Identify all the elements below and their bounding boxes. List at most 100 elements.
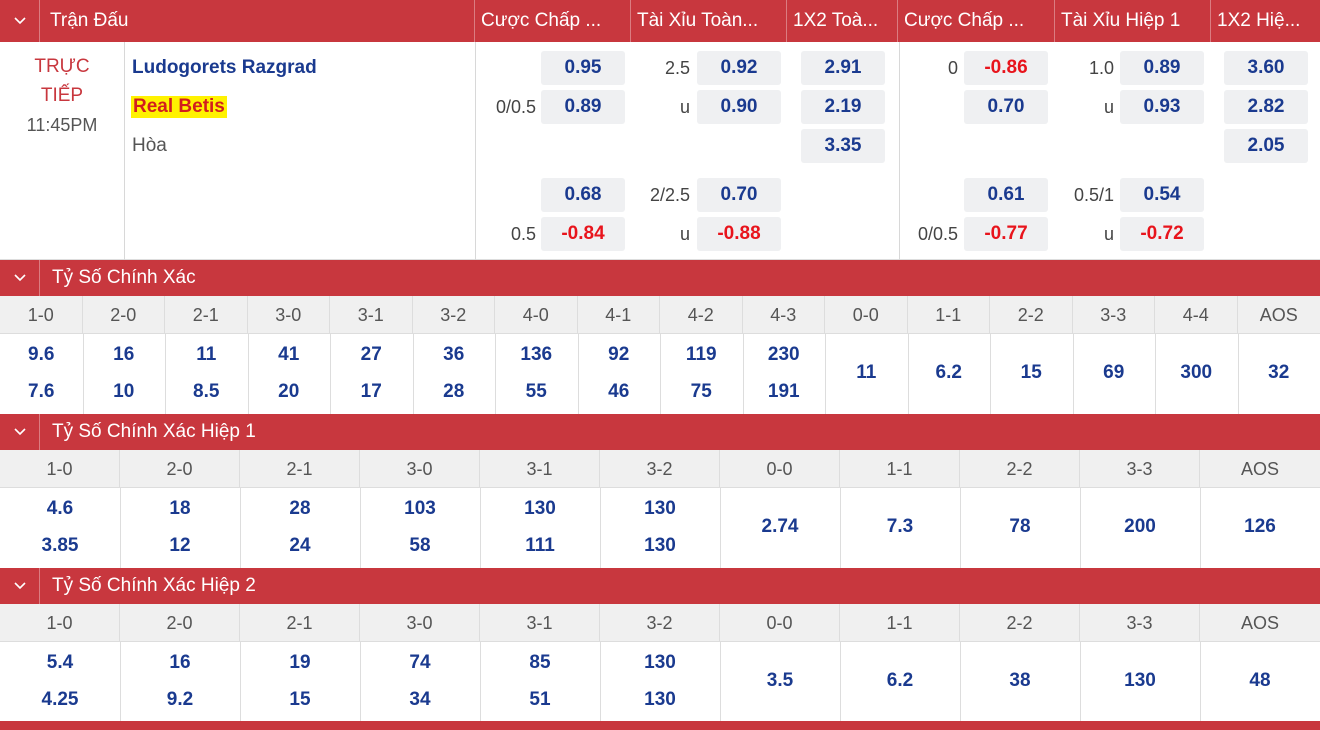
section-toggle[interactable]: [0, 568, 40, 604]
ft-handicap-away-odd-2[interactable]: -0.84: [541, 217, 625, 251]
score-odd-draw[interactable]: 130: [1124, 670, 1156, 691]
score-odd-away[interactable]: 3.85: [41, 535, 79, 556]
score-odd-home[interactable]: 130: [644, 498, 676, 519]
score-odd-away[interactable]: 130: [644, 689, 676, 710]
h1-1x2-draw[interactable]: 2.05: [1224, 129, 1308, 163]
score-odd-draw[interactable]: 3.5: [766, 670, 794, 691]
score-odd-draw[interactable]: 6.2: [886, 670, 914, 691]
score-odd-away[interactable]: 58: [409, 535, 431, 556]
section-toggle[interactable]: [0, 260, 40, 296]
col-h1-1x2[interactable]: 1X2 Hiệ...: [1217, 10, 1301, 31]
ft-under-odd-2[interactable]: -0.88: [697, 217, 781, 251]
collapse-chevron[interactable]: [0, 0, 40, 42]
score-odd-draw[interactable]: 32: [1268, 362, 1290, 383]
score-odd-away[interactable]: 191: [767, 381, 800, 402]
score-odd-draw[interactable]: 11: [856, 362, 877, 383]
ft-over-odd[interactable]: 0.92: [697, 51, 781, 85]
score-odd-away[interactable]: 7.6: [28, 381, 55, 402]
score-odd-home[interactable]: 36: [443, 344, 465, 365]
ft-handicap-home-odd[interactable]: 0.95: [541, 51, 625, 85]
col-ft-handicap[interactable]: Cược Chấp ...: [475, 0, 631, 42]
score-odd-home[interactable]: 9.6: [28, 344, 55, 365]
score-odd-draw[interactable]: 300: [1180, 362, 1213, 383]
ft-over-odd-2[interactable]: 0.70: [697, 178, 781, 212]
score-odd-draw[interactable]: 7.3: [886, 516, 914, 537]
section-correct-score[interactable]: Tỷ Số Chính Xác: [0, 260, 1320, 296]
score-odd-away[interactable]: 51: [529, 689, 551, 710]
home-team[interactable]: Ludogorets Razgrad: [132, 57, 317, 78]
ft-1x2-home[interactable]: 2.91: [801, 51, 885, 85]
score-odd-away[interactable]: 4.25: [41, 689, 79, 710]
score-odd-home[interactable]: 130: [524, 498, 556, 519]
score-odd-home[interactable]: 16: [169, 652, 191, 673]
score-odd-away[interactable]: 55: [525, 381, 547, 402]
h1-under-odd[interactable]: 0.93: [1120, 90, 1204, 124]
score-odd-home[interactable]: 103: [404, 498, 436, 519]
col-ft-overunder[interactable]: Tài Xỉu Toàn...: [631, 0, 787, 42]
ft-1x2-draw[interactable]: 3.35: [801, 129, 885, 163]
score-odd-draw[interactable]: 69: [1103, 362, 1125, 383]
score-odd-home[interactable]: 16: [113, 344, 135, 365]
score-odd-away[interactable]: 8.5: [193, 381, 220, 402]
section-correct-score-h1[interactable]: Tỷ Số Chính Xác Hiệp 1: [0, 414, 1320, 450]
score-odd-home[interactable]: 130: [644, 652, 676, 673]
col-h1-handicap[interactable]: Cược Chấp ...: [898, 0, 1055, 42]
score-odd-home[interactable]: 85: [529, 652, 551, 673]
score-odd-away[interactable]: 12: [169, 535, 191, 556]
score-odd-away[interactable]: 9.2: [166, 689, 194, 710]
h1-1x2-home[interactable]: 3.60: [1224, 51, 1308, 85]
h1-handicap-away-odd[interactable]: 0.70: [964, 90, 1048, 124]
score-odd-draw[interactable]: 200: [1124, 516, 1156, 537]
h1-under-odd-2[interactable]: -0.72: [1120, 217, 1204, 251]
score-odd-away[interactable]: 28: [443, 381, 465, 402]
h1-over-odd[interactable]: 0.89: [1120, 51, 1204, 85]
score-odd-away[interactable]: 111: [525, 535, 555, 556]
score-odd-away[interactable]: 15: [289, 689, 311, 710]
score-odd-away[interactable]: 130: [644, 535, 676, 556]
score-odd-draw[interactable]: 126: [1244, 516, 1276, 537]
score-odd-home[interactable]: 119: [685, 344, 717, 365]
ft-under-odd[interactable]: 0.90: [697, 90, 781, 124]
score-odd-away[interactable]: 34: [409, 689, 431, 710]
ft-1x2-away[interactable]: 2.19: [801, 90, 885, 124]
h1-1x2-away[interactable]: 2.82: [1224, 90, 1308, 124]
score-odd-draw[interactable]: 48: [1249, 670, 1271, 691]
score-odd-home[interactable]: 230: [767, 344, 800, 365]
score-label: 1-0: [0, 604, 120, 642]
score-odd-draw[interactable]: 2.74: [761, 516, 799, 537]
h1-under-label: u: [1103, 97, 1114, 117]
score-odd-away[interactable]: 20: [278, 381, 300, 402]
score-odd-away[interactable]: 24: [289, 535, 311, 556]
score-odd-away[interactable]: 46: [608, 381, 630, 402]
score-odd-home[interactable]: 18: [169, 498, 191, 519]
h1-over-odd-2[interactable]: 0.54: [1120, 178, 1204, 212]
score-odd-home[interactable]: 19: [289, 652, 311, 673]
score-odd-home[interactable]: 74: [409, 652, 431, 673]
score-odd-home[interactable]: 5.4: [46, 652, 74, 673]
score-odd-draw[interactable]: 38: [1009, 670, 1031, 691]
col-h1-overunder[interactable]: Tài Xỉu Hiệp 1: [1055, 0, 1211, 42]
score-odd-away[interactable]: 10: [113, 381, 135, 402]
h1-handicap-away-odd-2[interactable]: -0.77: [964, 217, 1048, 251]
section-correct-score-h2[interactable]: Tỷ Số Chính Xác Hiệp 2: [0, 568, 1320, 604]
away-team[interactable]: Real Betis: [131, 96, 227, 118]
score-odd-home[interactable]: 92: [608, 344, 630, 365]
score-odd-away[interactable]: 75: [690, 381, 712, 402]
score-odd-draw[interactable]: 78: [1009, 516, 1031, 537]
score-odd-home[interactable]: 11: [196, 344, 217, 365]
score-odd-home[interactable]: 27: [360, 344, 382, 365]
score-odd-home[interactable]: 41: [278, 344, 300, 365]
score-odd-home[interactable]: 4.6: [46, 498, 74, 519]
section-toggle[interactable]: [0, 414, 40, 450]
score-odd-draw[interactable]: 6.2: [935, 362, 962, 383]
score-odd-away[interactable]: 17: [360, 381, 382, 402]
score-odd-draw[interactable]: 15: [1020, 362, 1042, 383]
score-odd-home[interactable]: 136: [520, 344, 553, 365]
h1-handicap-home-odd[interactable]: -0.86: [964, 51, 1048, 85]
h1-handicap-home-odd-2[interactable]: 0.61: [964, 178, 1048, 212]
ft-handicap-away-odd[interactable]: 0.89: [541, 90, 625, 124]
ft-handicap-home-odd-2[interactable]: 0.68: [541, 178, 625, 212]
score-odd-home[interactable]: 28: [289, 498, 311, 519]
col-ft-1x2[interactable]: 1X2 Toà...: [787, 0, 898, 42]
score-label: 2-1: [240, 604, 360, 642]
